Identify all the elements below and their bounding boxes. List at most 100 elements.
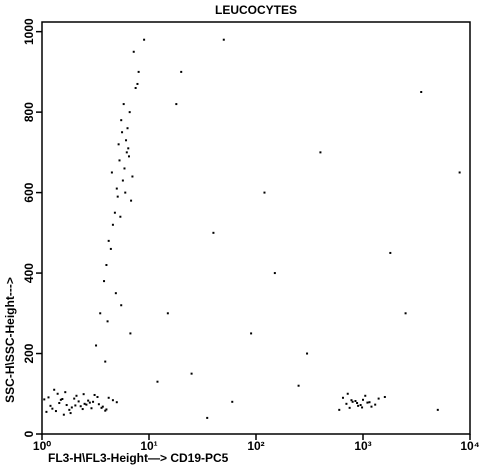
dot xyxy=(88,401,91,404)
dot xyxy=(361,406,364,409)
dot xyxy=(74,404,77,407)
dot xyxy=(122,103,125,106)
dot xyxy=(180,70,183,73)
chart-title: LEUCOCYTES xyxy=(215,3,297,17)
dot xyxy=(120,304,123,307)
dot xyxy=(61,397,64,400)
x-axis-label: FL3-H\FL3-Height—> CD19-PC5 xyxy=(48,451,229,465)
dot xyxy=(366,401,369,404)
dot xyxy=(338,408,341,411)
dot xyxy=(359,404,362,407)
dot xyxy=(103,280,106,283)
dot xyxy=(70,406,73,409)
dot xyxy=(116,195,119,198)
dot xyxy=(346,392,349,395)
dot xyxy=(362,398,364,401)
dot xyxy=(250,332,253,335)
dot xyxy=(125,151,128,154)
dot xyxy=(118,159,121,162)
dot xyxy=(389,251,392,254)
dot xyxy=(190,372,193,375)
dot xyxy=(105,264,108,267)
dot xyxy=(364,394,367,397)
dot xyxy=(404,312,407,315)
dot xyxy=(111,223,114,226)
dot xyxy=(137,70,140,73)
dot xyxy=(53,388,56,391)
dot xyxy=(107,396,110,399)
dot xyxy=(43,398,46,401)
dot xyxy=(73,397,76,400)
y-tick-label: 800 xyxy=(22,102,36,122)
dot xyxy=(121,179,124,182)
dot xyxy=(87,399,90,402)
dot xyxy=(93,393,96,396)
dot xyxy=(51,407,54,410)
dot xyxy=(143,38,146,41)
dot xyxy=(58,402,61,405)
dot xyxy=(127,147,130,150)
dot xyxy=(100,406,103,409)
dot xyxy=(273,272,276,275)
y-tick-label: 600 xyxy=(22,182,36,202)
dot xyxy=(377,397,380,400)
dot xyxy=(127,155,130,158)
dot xyxy=(59,398,62,401)
dot xyxy=(77,400,80,403)
dot xyxy=(297,384,300,387)
dot xyxy=(436,408,439,411)
dot xyxy=(368,401,371,404)
dot xyxy=(383,395,386,398)
dot xyxy=(97,403,100,406)
dot xyxy=(95,344,98,347)
dot xyxy=(120,119,123,122)
dot xyxy=(49,404,52,407)
y-tick-label: 1000 xyxy=(22,18,36,45)
dot xyxy=(105,408,108,411)
dot xyxy=(104,360,107,363)
x-tick-label: 10³ xyxy=(354,439,371,453)
dot xyxy=(420,91,423,94)
dot xyxy=(115,401,118,404)
dot xyxy=(370,405,373,408)
dot xyxy=(356,402,359,405)
dot xyxy=(130,199,133,202)
dot xyxy=(109,247,112,250)
dot xyxy=(128,111,131,114)
dot xyxy=(90,407,93,410)
dot xyxy=(45,410,48,413)
dot xyxy=(104,409,107,412)
dot xyxy=(134,86,137,89)
dot xyxy=(206,416,209,419)
dot xyxy=(111,399,114,402)
y-tick-label: 0 xyxy=(22,430,36,437)
dot xyxy=(107,239,110,242)
dot xyxy=(96,395,99,398)
y-tick-label: 200 xyxy=(22,343,36,363)
y-tick-label: 400 xyxy=(22,263,36,283)
x-tick-label: 10² xyxy=(247,439,264,453)
dot xyxy=(69,412,72,415)
dot xyxy=(114,292,117,295)
dot xyxy=(113,211,116,214)
dot xyxy=(85,403,88,406)
dot xyxy=(350,399,353,402)
dot xyxy=(129,332,132,335)
dot xyxy=(121,131,124,134)
dot xyxy=(101,405,104,408)
dot xyxy=(319,151,322,154)
dot xyxy=(351,400,354,403)
dot xyxy=(123,167,126,170)
dot xyxy=(458,171,461,174)
dot xyxy=(166,312,169,315)
x-tick-label: 10¹ xyxy=(140,439,157,453)
dot xyxy=(357,404,360,407)
dot xyxy=(79,405,82,408)
x-tick-label: 10⁴ xyxy=(460,439,479,453)
dot xyxy=(110,171,113,174)
x-tick-label: 10⁰ xyxy=(33,439,51,453)
dot xyxy=(212,231,215,234)
dot xyxy=(99,312,102,315)
dot xyxy=(341,396,344,399)
